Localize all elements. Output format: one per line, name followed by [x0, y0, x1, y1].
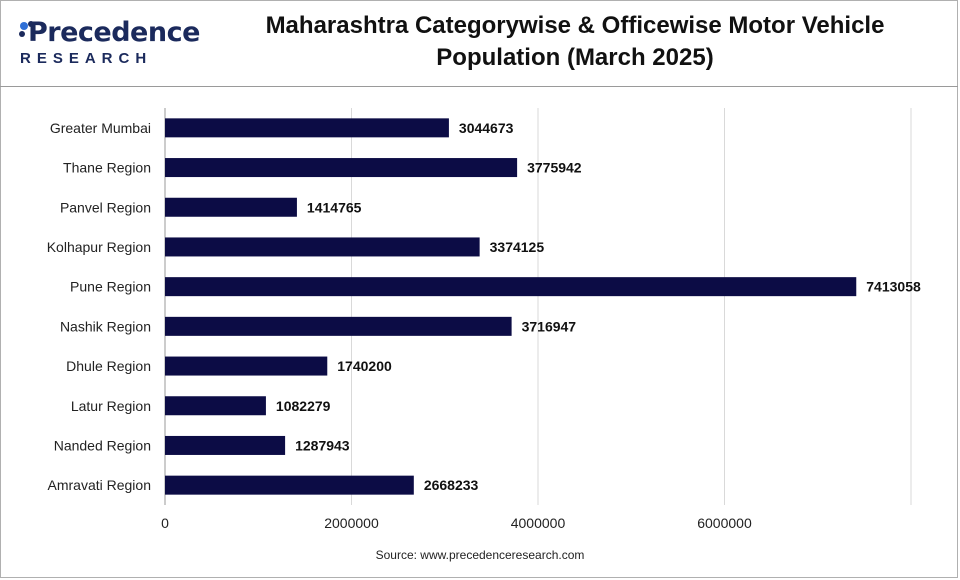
data-label: 1414765	[307, 199, 362, 215]
data-label: 1082279	[276, 398, 331, 414]
header-divider	[0, 86, 958, 87]
source-note: Source: www.precedenceresearch.com	[375, 548, 585, 562]
data-label: 3716947	[522, 318, 577, 334]
category-label: Kolhapur Region	[47, 239, 151, 255]
category-label: Greater Mumbai	[50, 120, 151, 136]
bar	[165, 435, 286, 455]
x-tick-label: 6000000	[697, 515, 752, 531]
data-label: 1287943	[295, 437, 350, 453]
data-label: 1740200	[337, 358, 392, 374]
brand-tagline: RESEARCH	[20, 50, 153, 67]
category-label: Panvel Region	[60, 199, 151, 215]
category-label: Pune Region	[70, 279, 151, 295]
brand-name: Precedence	[28, 17, 200, 48]
bar	[165, 277, 857, 297]
x-tick-label: 2000000	[324, 515, 379, 531]
data-label: 3374125	[490, 239, 545, 255]
x-tick-label: 0	[161, 515, 169, 531]
data-label: 3775942	[527, 160, 582, 176]
bar	[165, 237, 480, 257]
bar	[165, 356, 328, 376]
bar	[165, 396, 266, 416]
bar	[165, 316, 512, 336]
bar	[165, 475, 414, 495]
bar	[165, 197, 297, 217]
category-label: Latur Region	[71, 398, 151, 414]
data-label: 2668233	[424, 477, 479, 493]
chart-title: Maharashtra Categorywise & Officewise Mo…	[265, 12, 885, 71]
bar	[165, 118, 449, 138]
category-label: Thane Region	[63, 160, 151, 176]
category-label: Amravati Region	[48, 477, 152, 493]
bar-chart: Greater Mumbai 3044673 Thane Region 3775942…	[47, 108, 921, 531]
category-label: Nanded Region	[54, 437, 151, 453]
data-label: 7413058	[866, 279, 921, 295]
brand-logo: Precedence RESEARCH	[18, 14, 200, 70]
logo-mark-icon	[19, 21, 34, 37]
category-label: Dhule Region	[66, 358, 151, 374]
data-label: 3044673	[459, 120, 514, 136]
category-label: Nashik Region	[60, 318, 151, 334]
x-tick-label: 4000000	[511, 515, 566, 531]
bar	[165, 158, 518, 178]
